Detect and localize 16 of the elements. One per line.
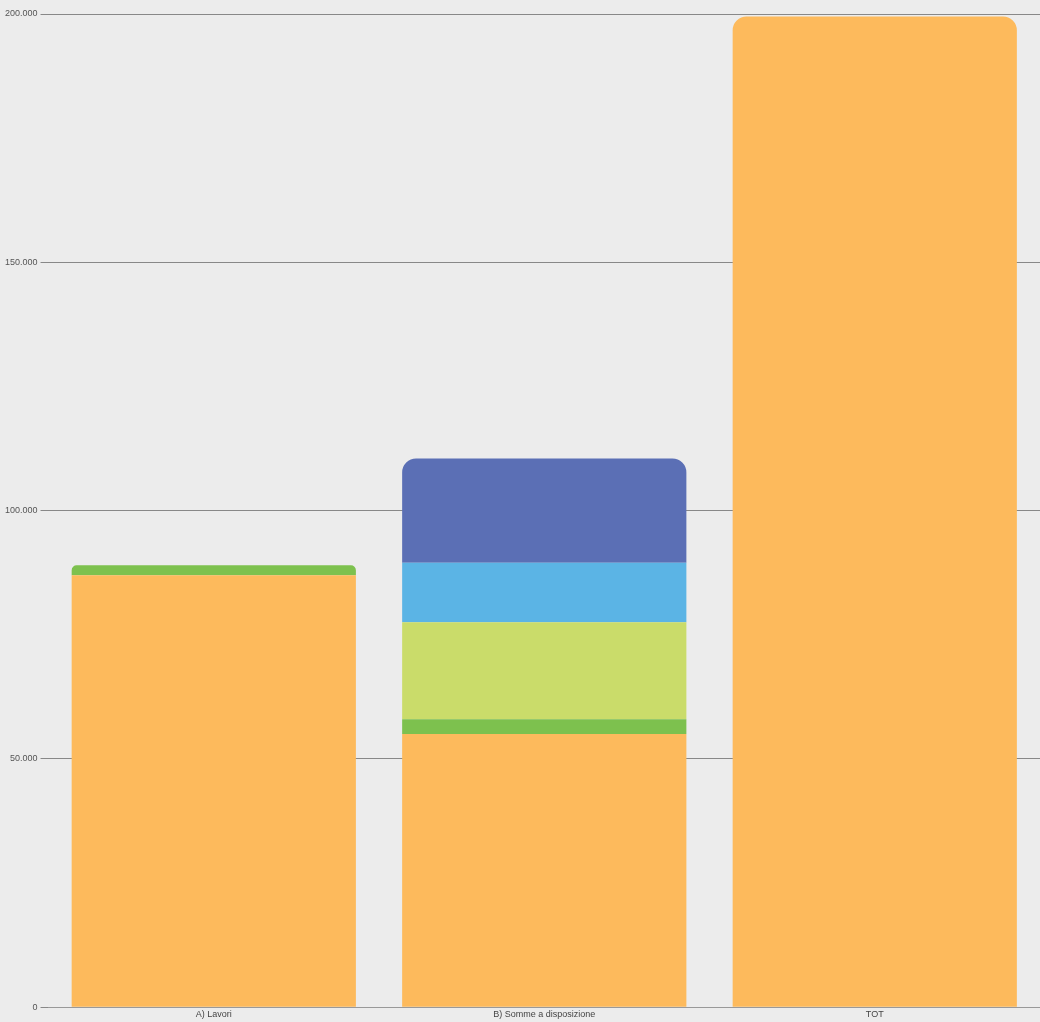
bar: [402, 734, 687, 1007]
bar: [402, 622, 687, 720]
y-tick-label: 0: [32, 1001, 38, 1012]
y-tick-label: 50.000: [10, 753, 38, 764]
bar: [402, 562, 687, 623]
y-tick-label: 200.000: [4, 8, 38, 19]
bar: [402, 458, 687, 563]
bar: [71, 575, 356, 1007]
bar: [71, 565, 356, 576]
x-tick-label: B) Somme a disposizione: [493, 1009, 596, 1020]
y-tick-label: 150.000: [4, 256, 38, 267]
x-tick-label: TOT: [865, 1009, 885, 1020]
x-tick-label: A) Lavori: [195, 1009, 232, 1020]
y-tick-label: 100.000: [4, 505, 38, 516]
bar: [402, 719, 687, 735]
bar: [732, 16, 1017, 1007]
